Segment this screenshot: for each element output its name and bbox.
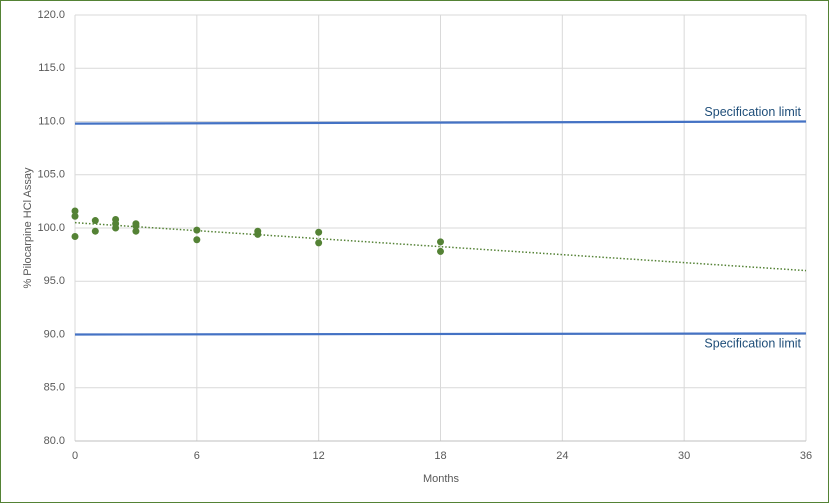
x-tick-label: 12: [313, 450, 325, 462]
y-tick-label: 90.0: [44, 328, 65, 340]
line-label: Specification limit: [704, 337, 801, 351]
y-tick-label: 120.0: [37, 9, 65, 21]
y-tick-label: 95.0: [44, 275, 65, 287]
data-point: [315, 239, 323, 247]
x-tick-label: 36: [800, 450, 812, 462]
y-tick-label: 115.0: [38, 62, 65, 74]
data-point: [71, 207, 79, 215]
data-point: [71, 212, 79, 220]
limit-line: [74, 332, 807, 336]
y-axis-label: % Pilocarpine HCl Assay: [22, 167, 34, 289]
data-point: [193, 226, 201, 234]
data-point: [437, 247, 444, 255]
data-point: [132, 222, 140, 230]
y-tick-label: 80.0: [44, 435, 65, 447]
x-tick-label: 30: [678, 450, 690, 462]
data-point: [112, 224, 120, 232]
data-point: [91, 217, 99, 225]
line-label: Specification limit: [704, 105, 801, 119]
x-tick-label: 18: [434, 450, 446, 462]
data-point: [437, 238, 444, 246]
y-tick-label: 100.0: [37, 222, 65, 234]
y-tick-label: 85.0: [44, 382, 65, 394]
x-tick-label: 0: [72, 450, 78, 462]
y-tick-label: 110.0: [38, 115, 65, 127]
x-tick-label: 6: [194, 450, 200, 462]
data-point: [315, 228, 323, 236]
data-point: [71, 233, 79, 241]
x-axis-label: Months: [423, 473, 460, 485]
y-tick-label: 105.0: [37, 169, 65, 181]
data-point: [91, 227, 99, 235]
trend-line: [74, 221, 807, 272]
data-point: [193, 236, 201, 244]
x-tick-label: 24: [556, 450, 568, 462]
limit-line: [74, 120, 807, 125]
data-point: [132, 227, 140, 235]
